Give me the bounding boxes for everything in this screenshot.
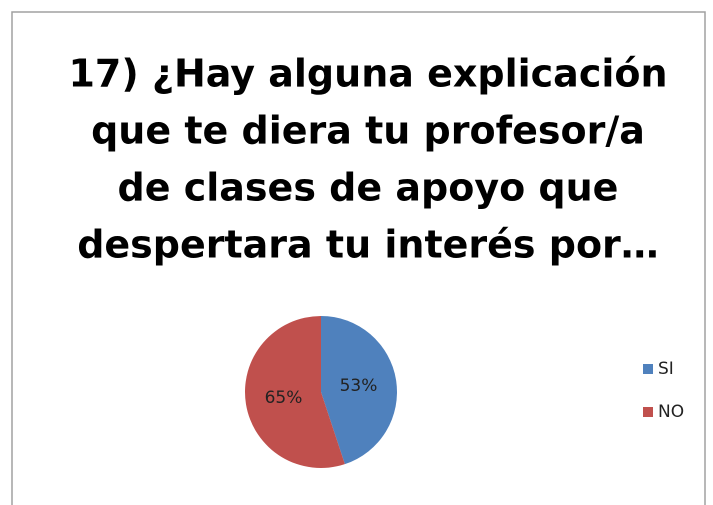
pie-slice [321, 316, 398, 465]
chart-frame [11, 11, 706, 505]
legend-swatch [643, 364, 653, 374]
legend-label: SI [658, 359, 674, 379]
chart-title: que te diera tu profesor/a [91, 109, 645, 153]
data-label: 65% [265, 388, 303, 408]
chart-title: de clases de apoyo que [118, 166, 619, 210]
pie-slice [245, 316, 345, 468]
chart-title: 17) ¿Hay alguna explicación [68, 52, 667, 96]
legend-label: NO [658, 402, 684, 422]
data-label: 53% [340, 376, 378, 396]
chart-title: despertara tu interés por… [77, 223, 659, 267]
legend-swatch [643, 407, 653, 417]
